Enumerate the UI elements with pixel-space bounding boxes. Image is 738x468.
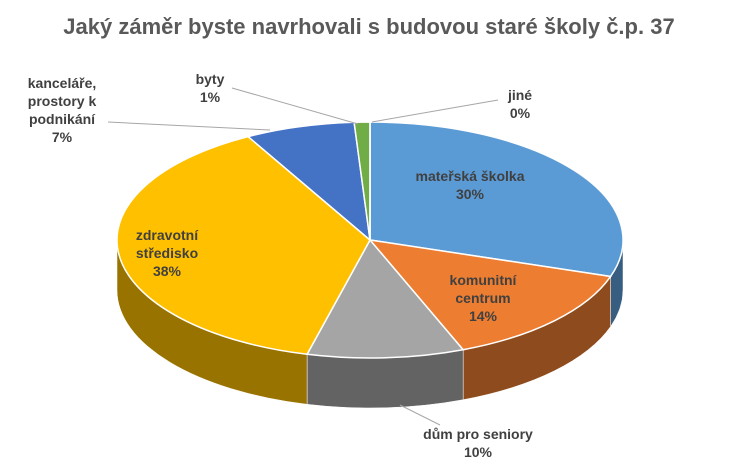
- label-value: 7%: [51, 129, 73, 145]
- chart-title: Jaký záměr byste navrhovali s budovou st…: [63, 14, 675, 39]
- label-name: mateřská školka: [415, 168, 525, 184]
- leader-line: [399, 404, 441, 426]
- label-name: jiné: [507, 87, 533, 103]
- data-label: komunitní centrum 14%: [433, 271, 533, 325]
- data-label: mateřská školka 30%: [395, 167, 545, 203]
- pie-tops: [116, 121, 624, 359]
- leader-line: [107, 121, 271, 131]
- label-name: komunitní centrum: [449, 272, 517, 306]
- label-value: 10%: [463, 444, 493, 460]
- label-value: 14%: [468, 308, 498, 324]
- data-label: jiné 0%: [490, 86, 550, 122]
- pie-slice: [369, 121, 624, 278]
- pie-slice: [305, 238, 465, 359]
- pie-sides: [116, 239, 624, 409]
- label-value: 1%: [199, 89, 221, 105]
- label-value: 0%: [509, 105, 531, 121]
- leader-line: [231, 87, 359, 125]
- label-name: dům pro seniory: [423, 426, 533, 442]
- pie-slice: [368, 238, 612, 351]
- pie-slice: [116, 135, 371, 356]
- data-label: dům pro seniory 10%: [398, 425, 558, 461]
- data-label: byty 1%: [180, 70, 240, 106]
- label-name: zdravotní středisko: [135, 227, 199, 261]
- leader-line: [371, 99, 499, 123]
- label-name: byty: [195, 71, 225, 87]
- data-label: zdravotní středisko 38%: [117, 226, 217, 280]
- data-label: kanceláře, prostory k podnikání 7%: [7, 74, 117, 146]
- label-value: 30%: [455, 186, 485, 202]
- label-name: kanceláře, prostory k podnikání: [27, 75, 97, 127]
- label-value: 38%: [152, 263, 182, 279]
